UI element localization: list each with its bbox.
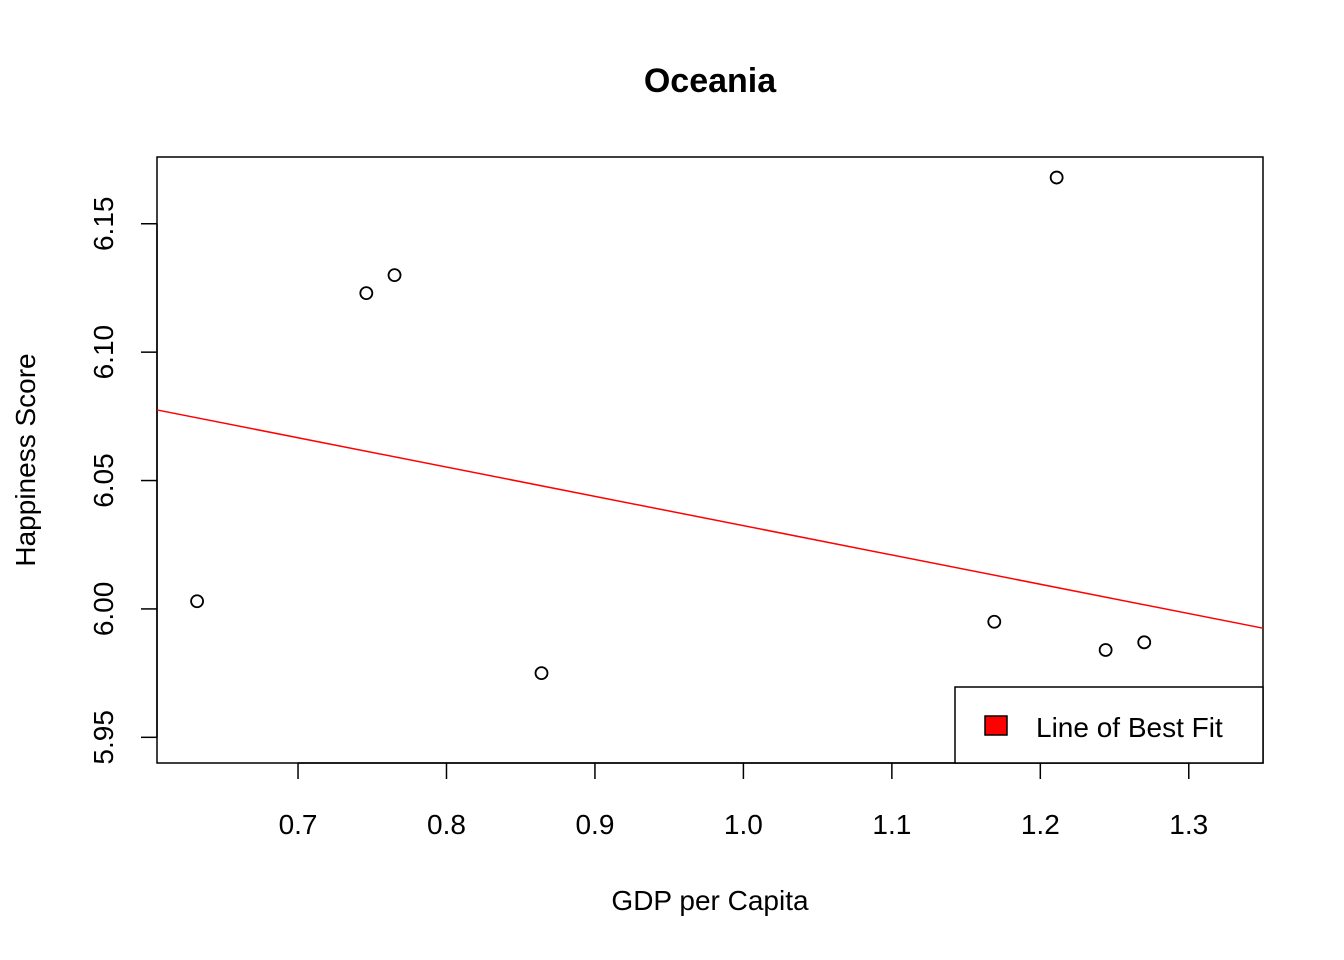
data-point xyxy=(387,268,402,283)
y-tick-label: 6.00 xyxy=(88,582,119,637)
x-axis: 0.7 0.8 0.9 1.0 1.1 1.2 1.3 xyxy=(279,762,1208,840)
fit-line-group xyxy=(156,409,1264,629)
data-point xyxy=(1137,635,1152,650)
data-point xyxy=(190,594,204,609)
x-tick-label: 1.1 xyxy=(872,809,911,840)
legend: Line of Best Fit xyxy=(954,686,1264,764)
x-tick-label: 1.3 xyxy=(1169,809,1208,840)
data-point xyxy=(1049,170,1064,185)
y-tick-label: 5.95 xyxy=(88,710,119,765)
fit-line xyxy=(156,409,1264,629)
y-tick-label: 6.05 xyxy=(88,453,119,508)
points-group xyxy=(190,170,1152,681)
y-tick-label: 6.10 xyxy=(88,325,119,380)
x-tick-label: 1.0 xyxy=(724,809,763,840)
plot-area xyxy=(156,156,1264,764)
x-tick-label: 1.2 xyxy=(1021,809,1060,840)
y-tick-label: 6.15 xyxy=(88,197,119,252)
y-axis: 5.95 6.00 6.05 6.10 6.15 xyxy=(88,197,158,765)
data-point xyxy=(359,286,374,300)
chart-title: Oceania xyxy=(644,62,777,100)
legend-label: Line of Best Fit xyxy=(1036,712,1223,743)
data-point xyxy=(987,614,1002,629)
x-tick-label: 0.7 xyxy=(279,809,318,840)
data-point xyxy=(534,666,549,681)
x-axis-label: GDP per Capita xyxy=(611,885,809,916)
legend-swatch xyxy=(984,715,1008,736)
x-tick-label: 0.8 xyxy=(427,809,466,840)
y-axis-label: Happiness Score xyxy=(10,353,41,566)
data-point xyxy=(1098,643,1113,657)
x-tick-label: 0.9 xyxy=(575,809,614,840)
